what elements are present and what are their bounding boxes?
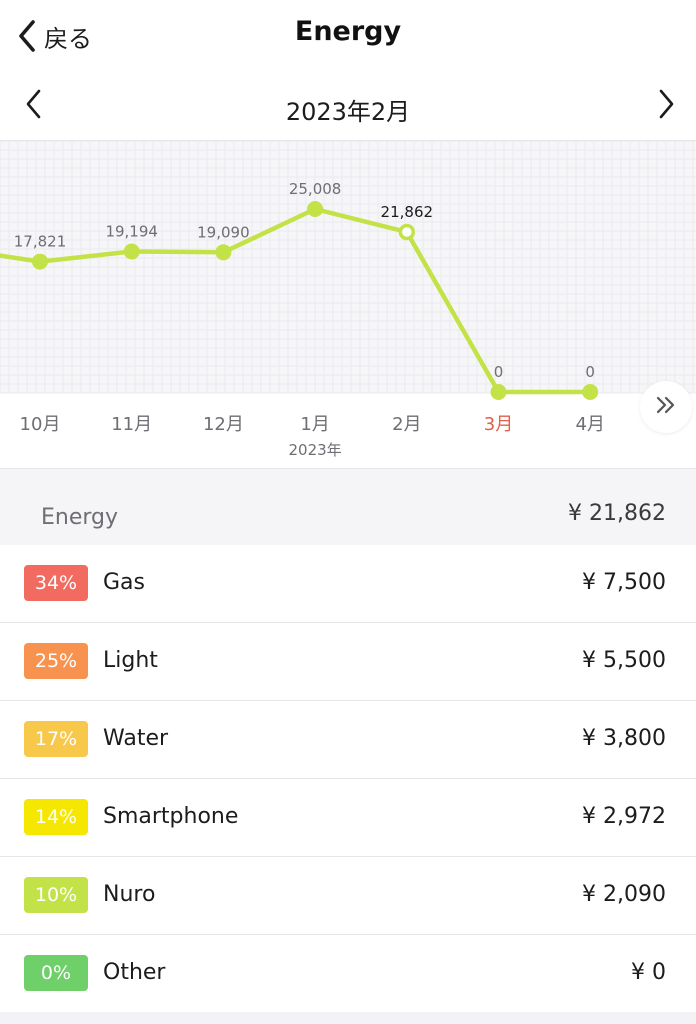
data-point bbox=[215, 244, 232, 261]
x-tick-label: 4月 bbox=[575, 414, 604, 435]
next-month-button[interactable] bbox=[646, 86, 686, 126]
category-name: Gas bbox=[103, 570, 145, 595]
percentage-badge: 10% bbox=[24, 877, 88, 913]
category-row-light[interactable]: 25% Light ¥ 5,500 bbox=[0, 623, 696, 701]
summary-header: Energy ¥ 21,862 bbox=[0, 468, 696, 546]
chevron-left-icon bbox=[16, 19, 38, 53]
category-amount: ¥ 5,500 bbox=[582, 648, 666, 673]
series-line bbox=[0, 206, 593, 395]
x-tick-label: 2月 bbox=[392, 414, 421, 435]
chevron-left-icon bbox=[25, 89, 43, 123]
percentage-badge: 0% bbox=[24, 955, 88, 991]
chart-canvas: 17,821 10月 19,194 11月 19,090 12月 25,008 1月 21,86… bbox=[0, 141, 696, 459]
data-label: 0 bbox=[494, 363, 504, 381]
energy-line-chart: 17,821 10月 19,194 11月 19,090 12月 25,008 1月 21,86… bbox=[0, 141, 696, 468]
data-label: 19,194 bbox=[105, 223, 158, 241]
category-row-smartphone[interactable]: 14% Smartphone ¥ 2,972 bbox=[0, 779, 696, 857]
category-name: Light bbox=[103, 648, 158, 673]
previous-month-button[interactable] bbox=[14, 86, 54, 126]
data-label: 17,821 bbox=[14, 233, 67, 251]
percentage-badge: 17% bbox=[24, 721, 88, 757]
summary-total-amount: ¥ 21,862 bbox=[568, 501, 666, 526]
percentage-badge: 34% bbox=[24, 565, 88, 601]
navigation-bar: 戻る Energy bbox=[0, 0, 696, 72]
category-name: Water bbox=[103, 726, 169, 751]
data-label: 21,862 bbox=[381, 203, 434, 221]
back-button[interactable]: 戻る bbox=[16, 14, 92, 58]
category-row-nuro[interactable]: 10% Nuro ¥ 2,090 bbox=[0, 857, 696, 935]
double-chevron-right-icon bbox=[654, 395, 678, 419]
category-row-water[interactable]: 17% Water ¥ 3,800 bbox=[0, 701, 696, 779]
scroll-forward-button[interactable] bbox=[640, 381, 692, 433]
chevron-right-icon bbox=[657, 89, 675, 123]
data-label: 0 bbox=[585, 363, 595, 381]
category-name: Other bbox=[103, 960, 166, 985]
x-tick-label: 10月 bbox=[20, 414, 61, 435]
month-navigator: 2023年2月 bbox=[0, 72, 696, 141]
data-point bbox=[582, 384, 599, 400]
bottom-divider bbox=[0, 1012, 696, 1024]
category-row-gas[interactable]: 34% Gas ¥ 7,500 bbox=[0, 545, 696, 623]
x-tick-label: 11月 bbox=[111, 414, 152, 435]
category-amount: ¥ 2,090 bbox=[582, 882, 666, 907]
page-title: Energy bbox=[294, 16, 402, 47]
category-amount: ¥ 2,972 bbox=[582, 804, 666, 829]
data-point-selected bbox=[398, 223, 416, 241]
category-amount: ¥ 3,800 bbox=[582, 726, 666, 751]
data-point bbox=[123, 243, 140, 260]
data-point bbox=[32, 253, 48, 270]
category-list: 34% Gas ¥ 7,500 25% Light ¥ 5,500 17% Wa… bbox=[0, 545, 696, 1013]
category-row-other[interactable]: 0% Other ¥ 0 bbox=[0, 935, 696, 1013]
summary-label: Energy bbox=[41, 505, 119, 530]
current-month-label: 2023年2月 bbox=[285, 98, 411, 126]
data-label: 25,008 bbox=[289, 180, 342, 198]
category-amount: ¥ 7,500 bbox=[582, 570, 666, 595]
data-label: 19,090 bbox=[197, 223, 250, 241]
x-tick-label: 12月 bbox=[203, 414, 244, 435]
data-point bbox=[307, 201, 324, 217]
category-name: Nuro bbox=[103, 882, 156, 907]
year-label: 2023年 bbox=[289, 441, 342, 459]
percentage-badge: 25% bbox=[24, 643, 88, 679]
percentage-badge: 14% bbox=[24, 799, 88, 835]
x-tick-label: 1月 bbox=[300, 414, 329, 435]
category-name: Smartphone bbox=[103, 804, 239, 829]
category-amount: ¥ 0 bbox=[631, 960, 666, 985]
data-point bbox=[490, 384, 507, 400]
x-tick-label: 3月 bbox=[484, 414, 513, 435]
back-label: 戻る bbox=[44, 24, 92, 53]
